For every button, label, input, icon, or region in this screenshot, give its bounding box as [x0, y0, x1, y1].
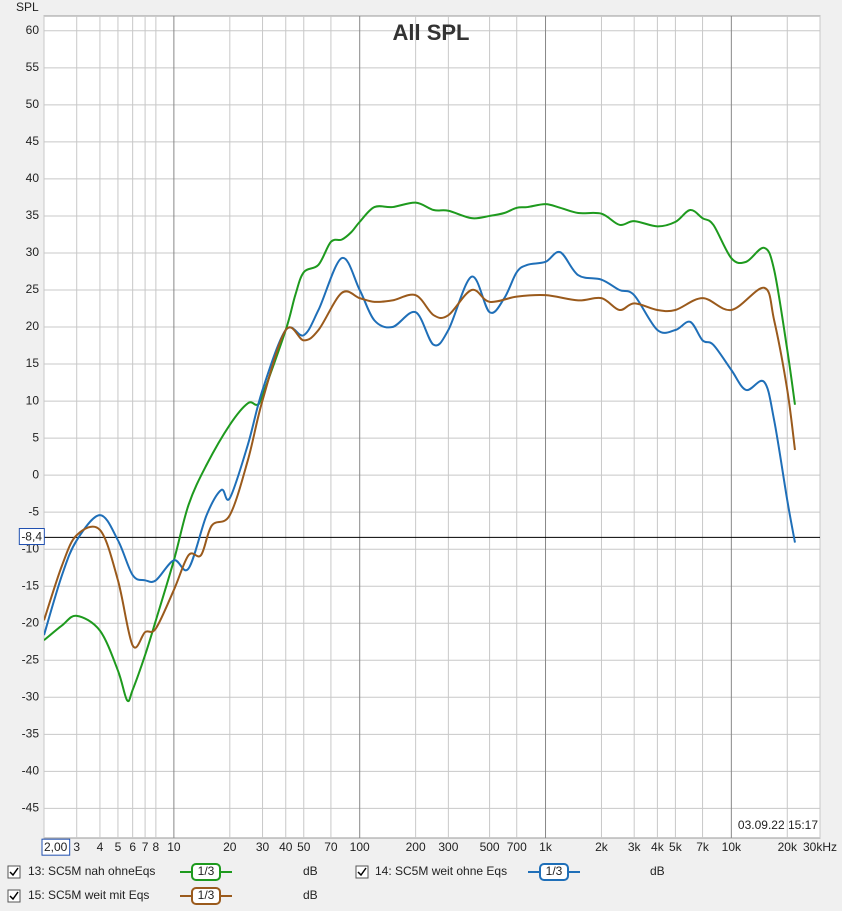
unit-label: dB	[303, 864, 318, 878]
x-tick-label: 4k	[651, 840, 665, 854]
y-tick-label: 25	[26, 282, 40, 296]
x-tick-label: 200	[406, 840, 426, 854]
series-line	[44, 286, 796, 649]
y-tick-label: 50	[26, 97, 40, 111]
y-tick-label: 60	[26, 23, 40, 37]
unit-label: dB	[303, 888, 318, 902]
checkbox[interactable]	[7, 865, 21, 879]
x-tick-label: 4	[97, 840, 104, 854]
x-tick-label: 8	[153, 840, 160, 854]
y-tick-label: -45	[22, 801, 40, 815]
y-tick-label: 45	[26, 134, 40, 148]
y-tick-label: 35	[26, 208, 40, 222]
x-tick-label: 10k	[722, 840, 742, 854]
x-tick-label: 20k	[778, 840, 798, 854]
y-tick-label: 55	[26, 60, 40, 74]
x-tick-label: 20	[223, 840, 237, 854]
x-tick-label: 700	[507, 840, 527, 854]
checkbox[interactable]	[355, 865, 369, 879]
x-tick-label: 6	[129, 840, 136, 854]
x-tick-label: 40	[279, 840, 293, 854]
check-mark	[9, 891, 19, 901]
plot-area	[43, 15, 821, 839]
unit-label: dB	[650, 864, 665, 878]
legend-label: 15: SC5M weit mit Eqs	[28, 888, 149, 902]
x-tick-label: 50	[297, 840, 311, 854]
smoothing-label: 1/3	[198, 888, 215, 902]
y-tick-label: -15	[22, 578, 40, 592]
checkbox[interactable]	[7, 889, 21, 903]
check-mark	[9, 867, 19, 877]
y-tick-label: -30	[22, 689, 40, 703]
x-tick-label: 500	[480, 840, 500, 854]
legend-label: 14: SC5M weit ohne Eqs	[375, 864, 507, 878]
smoothing-label: 1/3	[546, 864, 563, 878]
x-tick-label: 30	[256, 840, 270, 854]
x-tick-label: 70	[324, 840, 338, 854]
x-tick-label: 5	[115, 840, 122, 854]
x-tick-label: 1k	[539, 840, 553, 854]
check-mark	[357, 867, 367, 877]
x-tick-label: 30kHz	[803, 840, 837, 854]
legend-label: 13: SC5M nah ohneEqs	[28, 864, 155, 878]
x-tick-label: 300	[438, 840, 458, 854]
y-tick-label: -25	[22, 652, 40, 666]
series-line	[44, 201, 796, 703]
y-tick-label: 10	[26, 393, 40, 407]
y-tick-label: 0	[32, 467, 39, 481]
timestamp: 03.09.22 15:17	[738, 818, 818, 832]
cursor-box	[18, 528, 45, 546]
smoothing-button[interactable]	[191, 863, 221, 881]
smoothing-button[interactable]	[539, 863, 569, 881]
cursor-label: -8,4	[21, 530, 42, 544]
grid	[43, 16, 821, 838]
y-tick-label: -35	[22, 726, 40, 740]
smoothing-button[interactable]	[191, 887, 221, 905]
x-tick-label: 2k	[595, 840, 609, 854]
smoothing-label: 1/3	[198, 864, 215, 878]
y-tick-label: 30	[26, 245, 40, 259]
y-tick-label: 40	[26, 171, 40, 185]
chart-title: All SPL	[392, 20, 469, 45]
y-tick-label: -40	[22, 764, 40, 778]
x-tick-label: 3	[73, 840, 80, 854]
legend	[7, 865, 369, 903]
x-tick-label: 7	[142, 840, 149, 854]
x-tick-label: 100	[350, 840, 370, 854]
y-tick-label: 20	[26, 319, 40, 333]
y-axis-label: SPL	[16, 0, 39, 14]
y-tick-label: -20	[22, 615, 40, 629]
x-start-box	[41, 838, 71, 856]
y-tick-label: 15	[26, 356, 40, 370]
x-tick-label: 7k	[696, 840, 710, 854]
series-line	[44, 250, 796, 636]
x-tick-label: 5k	[669, 840, 683, 854]
x-tick-label: 2,00	[44, 840, 68, 854]
y-tick-label: -5	[28, 504, 39, 518]
y-tick-label: 5	[32, 430, 39, 444]
x-tick-label: 3k	[628, 840, 642, 854]
x-tick-label: 10	[167, 840, 181, 854]
